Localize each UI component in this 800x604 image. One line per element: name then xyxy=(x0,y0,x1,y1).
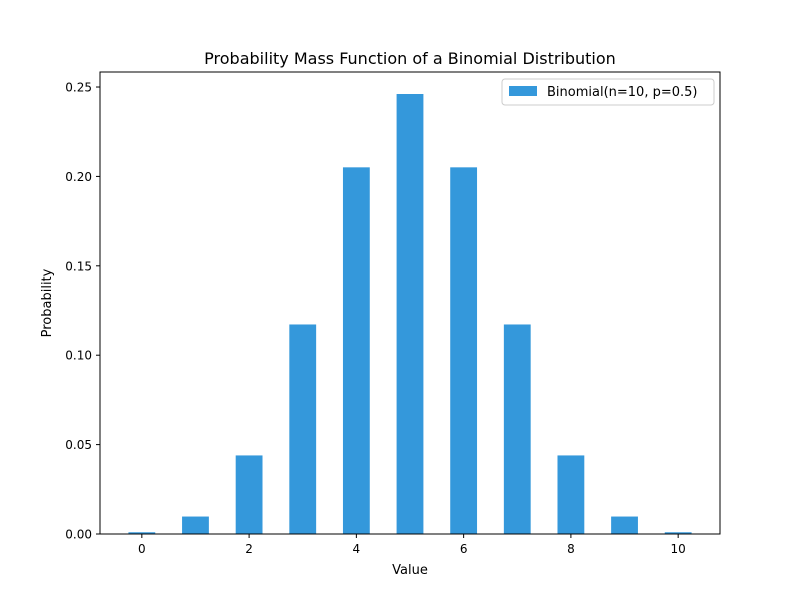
bar-7 xyxy=(503,324,531,534)
x-tick-label: 8 xyxy=(567,542,575,556)
bar-5 xyxy=(396,94,424,535)
x-tick-label: 10 xyxy=(671,542,686,556)
y-tick-label: 0.05 xyxy=(65,438,92,452)
legend: Binomial(n=10, p=0.5) xyxy=(501,78,715,106)
y-tick-label: 0.10 xyxy=(65,349,92,363)
y-axis-label: Probability xyxy=(40,268,55,337)
bar-0 xyxy=(128,532,156,534)
y-tick-label: 0.25 xyxy=(65,81,92,95)
x-axis-label: Value xyxy=(392,563,428,578)
bar-10 xyxy=(664,532,692,534)
bar-2 xyxy=(235,455,263,534)
x-tick-label: 2 xyxy=(245,542,253,556)
axes-group: 0 2 4 6 8 10 0.00 0.05 0.10 0.15 0.20 0.25 xyxy=(65,71,721,556)
plot-frame xyxy=(99,71,721,535)
chart-title: Probability Mass Function of a Binomial … xyxy=(204,49,616,68)
legend-label: Binomial(n=10, p=0.5) xyxy=(547,85,697,100)
bars-group xyxy=(128,94,692,535)
x-tick-label: 6 xyxy=(460,542,468,556)
bar-1 xyxy=(182,516,209,534)
bar-3 xyxy=(289,324,317,534)
x-tick-label: 0 xyxy=(138,542,146,556)
x-tick-label: 4 xyxy=(353,542,361,556)
y-tick-label: 0.15 xyxy=(65,259,92,273)
legend-swatch xyxy=(509,86,537,96)
legend-frame xyxy=(501,78,715,106)
y-tick-label: 0.20 xyxy=(65,170,92,184)
bar-9 xyxy=(611,516,638,534)
bar-4 xyxy=(342,167,370,535)
bar-6 xyxy=(450,167,478,535)
bar-8 xyxy=(557,455,585,534)
y-tick-label: 0.00 xyxy=(65,528,92,542)
